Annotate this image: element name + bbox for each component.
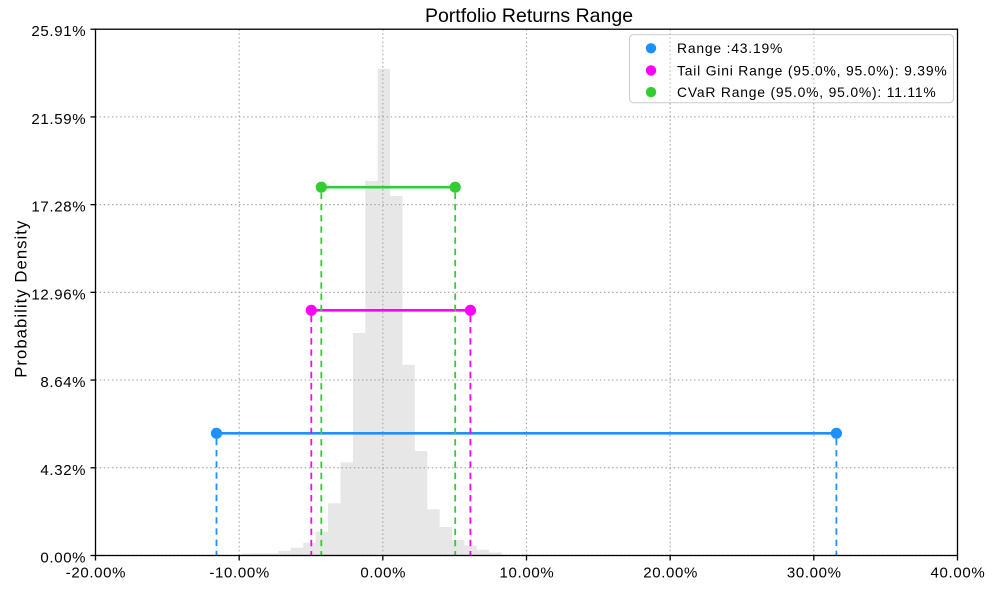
svg-text:Portfolio Returns Range: Portfolio Returns Range <box>425 5 633 27</box>
svg-text:4.32%: 4.32% <box>40 462 86 479</box>
svg-text:CVaR Range (95.0%, 95.0%): 11.: CVaR Range (95.0%, 95.0%): 11.11% <box>677 84 937 100</box>
svg-text:0.00%: 0.00% <box>40 550 86 567</box>
svg-text:-10.00%: -10.00% <box>209 564 269 581</box>
svg-text:0.00%: 0.00% <box>360 564 406 581</box>
svg-text:Tail Gini Range (95.0%, 95.0%): Tail Gini Range (95.0%, 95.0%): 9.39% <box>677 62 948 78</box>
svg-text:8.64%: 8.64% <box>40 374 86 391</box>
svg-text:25.91%: 25.91% <box>31 23 86 40</box>
svg-text:10.00%: 10.00% <box>500 564 555 581</box>
svg-text:40.00%: 40.00% <box>931 564 986 581</box>
svg-text:12.96%: 12.96% <box>31 286 86 303</box>
svg-text:Range :43.19%: Range :43.19% <box>677 40 783 56</box>
svg-text:Probability Density: Probability Density <box>11 220 30 378</box>
svg-text:17.28%: 17.28% <box>31 199 86 216</box>
svg-text:21.59%: 21.59% <box>31 111 86 128</box>
svg-text:30.00%: 30.00% <box>787 564 842 581</box>
svg-text:-20.00%: -20.00% <box>66 564 126 581</box>
svg-text:20.00%: 20.00% <box>643 564 698 581</box>
